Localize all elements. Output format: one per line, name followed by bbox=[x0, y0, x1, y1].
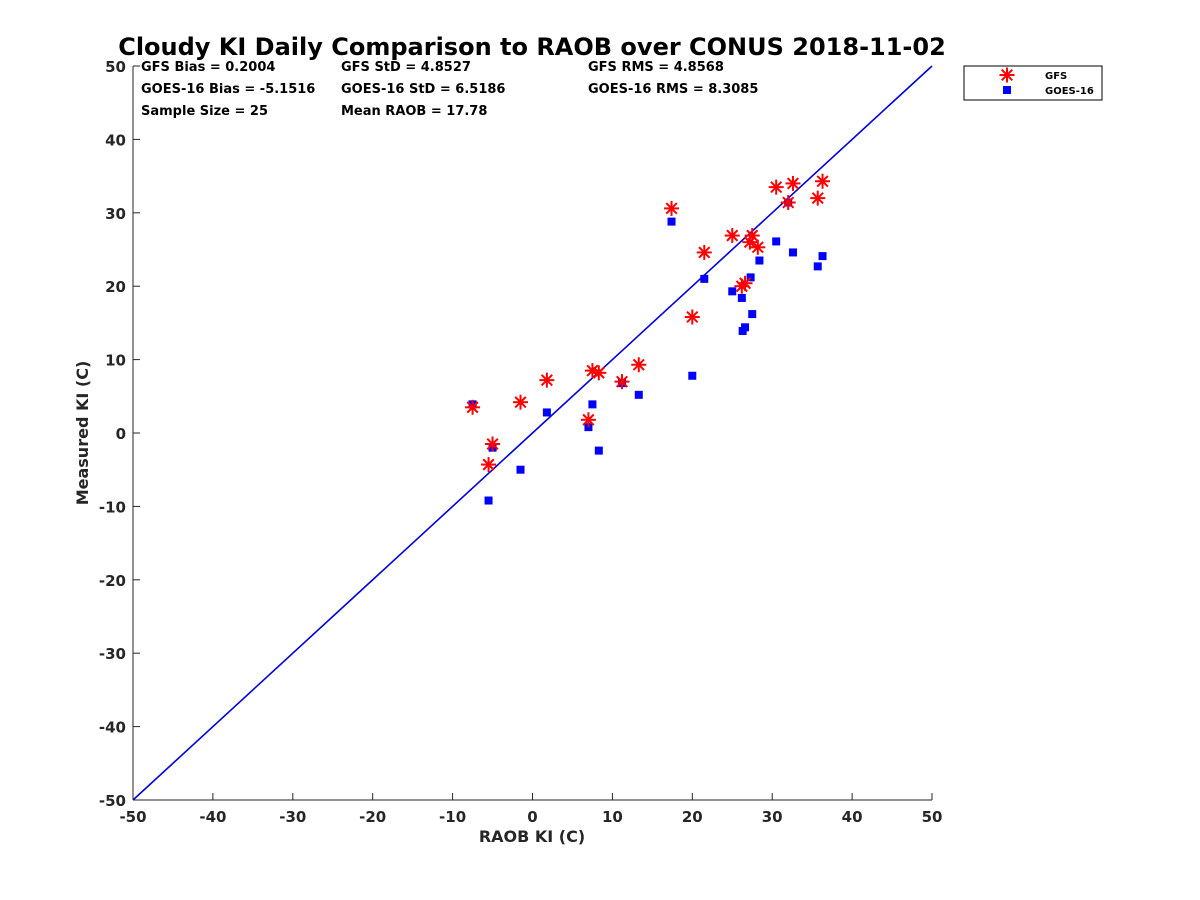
y-axis-label: Measured KI (C) bbox=[73, 361, 92, 506]
goes16-point bbox=[772, 237, 781, 246]
stat-sample-size: Sample Size = 25 bbox=[141, 104, 268, 119]
stats-block: GFS Bias = 0.2004 GFS StD = 4.8527 GFS R… bbox=[141, 60, 758, 119]
gfs-point bbox=[744, 228, 760, 244]
goes16-point bbox=[667, 217, 676, 226]
goes16-point bbox=[516, 465, 525, 474]
goes16-point bbox=[542, 408, 551, 417]
ticks-layer: -50 -40 -30 -20 -10 0 10 20 30 40 50 50 40 30 20 10 0 -10… bbox=[99, 58, 943, 826]
x-tick-label: 50 bbox=[922, 808, 943, 826]
stat-goes-std: GOES-16 StD = 6.5186 bbox=[341, 82, 505, 97]
chart-title: Cloudy KI Daily Comparison to RAOB over … bbox=[118, 33, 946, 61]
y-tick-label: -30 bbox=[99, 645, 126, 663]
x-tick-label: -50 bbox=[119, 808, 146, 826]
stat-mean-raob: Mean RAOB = 17.78 bbox=[341, 104, 487, 119]
gfs-point bbox=[768, 179, 784, 195]
gfs-point bbox=[684, 309, 700, 325]
legend-label-gfs: GFS bbox=[1045, 71, 1067, 82]
x-tick-label: -10 bbox=[439, 808, 466, 826]
goes16-point bbox=[634, 390, 643, 399]
gfs-point bbox=[465, 399, 481, 415]
stat-goes-rms: GOES-16 RMS = 8.3085 bbox=[588, 82, 758, 97]
one-to-one-line bbox=[132, 65, 933, 801]
y-tick-label: 10 bbox=[105, 352, 126, 370]
goes16-point bbox=[588, 400, 597, 409]
gfs-point bbox=[785, 175, 801, 191]
legend-gfs-asterisk-icon bbox=[999, 67, 1015, 83]
gfs-point bbox=[580, 412, 596, 428]
gfs-point bbox=[815, 173, 831, 189]
goes16-point bbox=[755, 256, 764, 265]
gfs-point bbox=[750, 239, 766, 255]
goes16-point bbox=[813, 262, 822, 271]
y-tick-label: 20 bbox=[105, 278, 126, 296]
gfs-point bbox=[696, 244, 712, 260]
gfs-point bbox=[664, 200, 680, 216]
x-tick-label: 0 bbox=[527, 808, 537, 826]
y-tick-label: -40 bbox=[99, 719, 126, 737]
stat-gfs-rms: GFS RMS = 4.8568 bbox=[588, 60, 724, 75]
x-tick-label: 10 bbox=[602, 808, 623, 826]
y-tick-label: 40 bbox=[105, 131, 126, 149]
goes16-point bbox=[737, 293, 746, 302]
legend-goes-square-icon bbox=[1003, 86, 1011, 94]
stat-gfs-std: GFS StD = 4.8527 bbox=[341, 60, 471, 75]
x-tick-label: 40 bbox=[842, 808, 863, 826]
gfs-point bbox=[737, 275, 753, 291]
goes16-point bbox=[788, 248, 797, 257]
x-tick-label: 20 bbox=[682, 808, 703, 826]
goes16-point bbox=[700, 274, 709, 283]
legend: GFS GOES-16 bbox=[963, 65, 1103, 101]
y-tick-label: 0 bbox=[116, 425, 126, 443]
gfs-point bbox=[539, 372, 555, 388]
goes16-point bbox=[748, 310, 757, 319]
y-tick-label: -50 bbox=[99, 792, 126, 810]
x-tick-label: 30 bbox=[762, 808, 783, 826]
goes16-point bbox=[818, 252, 827, 261]
goes16-point bbox=[728, 287, 737, 296]
goes16-point bbox=[594, 446, 603, 455]
goes16-point bbox=[741, 323, 750, 332]
gfs-point bbox=[631, 357, 647, 373]
plot-area: -50 -40 -30 -20 -10 0 10 20 30 40 50 50 40 30 20 10 0 -10… bbox=[99, 58, 943, 826]
y-tick-label: 30 bbox=[105, 205, 126, 223]
stat-goes-bias: GOES-16 Bias = -5.1516 bbox=[141, 82, 315, 97]
stat-gfs-bias: GFS Bias = 0.2004 bbox=[141, 60, 275, 75]
y-tick-label: 50 bbox=[105, 58, 126, 76]
gfs-point bbox=[513, 394, 529, 410]
reference-line-layer bbox=[132, 65, 933, 801]
gfs-point bbox=[780, 195, 796, 211]
goes16-point bbox=[746, 273, 755, 282]
goes16-point bbox=[484, 496, 493, 505]
gfs-point bbox=[724, 228, 740, 244]
gfs-point bbox=[481, 457, 497, 473]
gfs-point bbox=[485, 436, 501, 452]
x-axis-label: RAOB KI (C) bbox=[479, 827, 585, 846]
gfs-point bbox=[614, 374, 630, 390]
y-tick-label: -20 bbox=[99, 572, 126, 590]
x-tick-label: -30 bbox=[279, 808, 306, 826]
x-tick-label: -40 bbox=[199, 808, 226, 826]
gfs-point bbox=[591, 365, 607, 381]
legend-label-goes: GOES-16 bbox=[1045, 86, 1094, 97]
points-layer bbox=[465, 173, 831, 505]
y-tick-label: -10 bbox=[99, 498, 126, 516]
legend-box bbox=[963, 65, 1103, 101]
goes16-point bbox=[688, 371, 697, 380]
x-tick-label: -20 bbox=[359, 808, 386, 826]
gfs-point bbox=[810, 190, 826, 206]
